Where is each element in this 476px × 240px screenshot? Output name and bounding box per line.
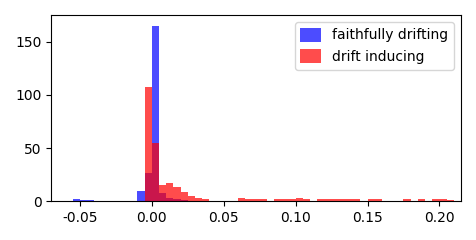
Bar: [432, 199, 439, 201]
Bar: [332, 199, 339, 201]
Bar: [145, 173, 152, 201]
Bar: [152, 143, 159, 201]
Bar: [296, 198, 303, 201]
Bar: [324, 199, 332, 201]
Bar: [245, 199, 252, 201]
Legend: faithfully drifting, drift inducing: faithfully drifting, drift inducing: [295, 22, 454, 70]
Bar: [166, 183, 173, 201]
Bar: [288, 199, 296, 201]
Bar: [252, 199, 259, 201]
Bar: [202, 199, 209, 201]
Bar: [80, 200, 87, 201]
Bar: [152, 26, 159, 201]
Bar: [353, 199, 360, 201]
Bar: [303, 199, 310, 201]
Bar: [259, 199, 267, 201]
Bar: [404, 199, 411, 201]
Bar: [375, 199, 382, 201]
Bar: [87, 200, 94, 201]
Bar: [446, 200, 454, 201]
Bar: [439, 199, 446, 201]
Bar: [339, 199, 346, 201]
Bar: [238, 198, 245, 201]
Bar: [173, 187, 180, 201]
Bar: [274, 199, 281, 201]
Bar: [180, 192, 188, 201]
Bar: [73, 199, 80, 201]
Bar: [281, 199, 288, 201]
Bar: [145, 87, 152, 201]
Bar: [188, 196, 195, 201]
Bar: [317, 199, 324, 201]
Bar: [159, 185, 166, 201]
Bar: [195, 198, 202, 201]
Bar: [138, 191, 145, 201]
Bar: [173, 199, 180, 201]
Bar: [418, 199, 425, 201]
Bar: [159, 193, 166, 201]
Bar: [346, 199, 353, 201]
Bar: [166, 198, 173, 201]
Bar: [367, 199, 375, 201]
Bar: [180, 200, 188, 201]
